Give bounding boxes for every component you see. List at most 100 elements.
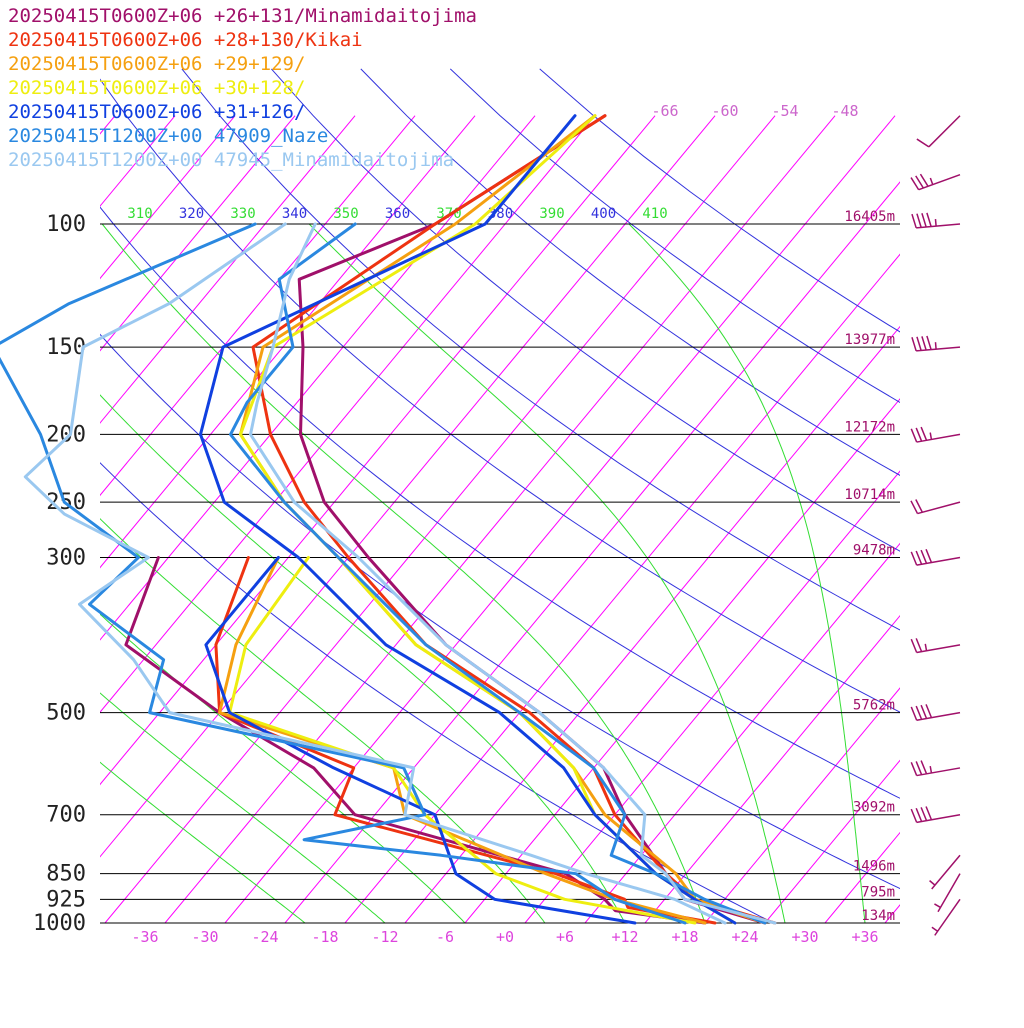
wind-barb-flag [922, 213, 926, 227]
pressure-label: 1000 [33, 911, 86, 936]
wind-barb-flag [912, 214, 916, 228]
legend-entry: 20250415T1200Z+00 47909_Naze [8, 124, 328, 148]
isotherm-line [405, 116, 1024, 923]
wind-barb [911, 174, 960, 190]
wind-barb-half-flag [935, 219, 936, 226]
isotherm-line [45, 116, 715, 923]
moist-adiabat-line [0, 470, 385, 923]
legend-entry: 20250415T0600Z+06 +26+131/Minamidaitojim… [8, 4, 477, 28]
temp-tick-label: -24 [251, 928, 278, 946]
wind-barb-staff [916, 224, 960, 228]
wind-barb-flag [911, 707, 916, 720]
wind-barb-flag [912, 337, 916, 351]
wind-barb-flag [921, 427, 926, 440]
isotherm-label: -66 [651, 102, 678, 120]
wind-barb-flag [917, 139, 929, 147]
height-label: 795m [861, 884, 895, 900]
isotherm-line [225, 116, 895, 923]
wind-barb-half-flag [930, 433, 931, 440]
wind-barb-flag [917, 214, 921, 228]
wind-barb-staff [938, 874, 960, 912]
theta-label: 330 [230, 206, 255, 222]
wind-barb [911, 500, 960, 514]
pressure-label: 300 [46, 546, 86, 571]
temperature-trace [251, 224, 776, 923]
pressure-label: 850 [46, 862, 86, 887]
wind-barb-flag [911, 762, 916, 775]
pressure-label: 700 [46, 803, 86, 828]
wind-barb-flag [921, 761, 926, 774]
temp-tick-label: +18 [671, 928, 698, 946]
legend-entry: 20250415T0600Z+06 +30+128/ [8, 76, 305, 100]
theta-label: 360 [385, 206, 410, 222]
wind-barb-staff [917, 815, 960, 823]
wind-barb [911, 806, 960, 822]
wind-barb-flag [926, 704, 931, 717]
moist-adiabat-line [629, 224, 865, 923]
theta-label: 350 [333, 206, 358, 222]
height-label: 5762m [853, 698, 895, 714]
wind-barb [911, 549, 960, 565]
wind-barb-flag [921, 550, 926, 563]
isotherm-line [645, 116, 1024, 923]
height-label: 10714m [844, 487, 895, 503]
isotherm-line [525, 116, 1024, 923]
wind-barb-flag [916, 808, 921, 821]
wind-barb-staff [929, 116, 960, 147]
pressure-label: 500 [46, 701, 86, 726]
dry-adiabat-line [361, 69, 1024, 923]
pressure-label: 100 [46, 212, 86, 237]
temp-tick-label: +36 [851, 928, 878, 946]
temp-tick-label: +0 [496, 928, 514, 946]
wind-barb [930, 855, 960, 889]
wind-barb-flag [911, 809, 916, 822]
wind-barb-staff [935, 899, 960, 935]
pressure-label: 200 [46, 422, 86, 447]
temperature-trace [299, 116, 765, 923]
wind-barb-flag [921, 705, 926, 718]
wind-barb-flag [926, 806, 931, 819]
isotherm-line [0, 116, 295, 923]
wind-barb-group [911, 116, 960, 936]
wind-barb-staff [917, 558, 960, 566]
isotherm-line [885, 116, 1024, 923]
wind-barb-half-flag [935, 342, 936, 349]
moist-adiabat-line [22, 304, 625, 923]
wind-barb-flag [927, 213, 931, 227]
wind-barb-flag [921, 807, 926, 820]
temp-tick-label: -6 [436, 928, 454, 946]
height-label: 13977m [844, 332, 895, 348]
height-label: 3092m [853, 800, 895, 816]
wind-barb [911, 704, 960, 720]
dry-adiabat-line [0, 69, 774, 923]
temp-tick-label: -18 [311, 928, 338, 946]
theta-label: 400 [591, 206, 616, 222]
wind-barb-flag [916, 500, 923, 513]
wind-barb [917, 116, 960, 147]
height-label: 12172m [844, 419, 895, 435]
temp-tick-label: +24 [731, 928, 758, 946]
wind-barb-half-flag [932, 927, 938, 931]
temp-tick-label: -30 [191, 928, 218, 946]
wind-barb [911, 427, 960, 442]
isotherm-line [0, 116, 655, 923]
wind-barb-flag [911, 429, 916, 442]
wind-barb-staff [917, 713, 960, 721]
isotherm-label: -60 [711, 102, 738, 120]
dewpoint-trace [230, 558, 695, 924]
wind-barb-flag [927, 336, 931, 350]
wind-barb-flag [911, 639, 916, 652]
theta-label: 320 [179, 206, 204, 222]
wind-barb-staff [917, 645, 960, 653]
isotherm-label: -54 [771, 102, 798, 120]
wind-barb-staff [917, 434, 960, 442]
isotherm-label: -48 [831, 102, 858, 120]
wind-barb-half-flag [925, 644, 926, 651]
wind-barb [912, 336, 960, 351]
wind-barb-staff [917, 502, 960, 513]
height-label: 16405m [844, 209, 895, 225]
wind-barb [911, 638, 960, 652]
pressure-label: 150 [46, 335, 86, 360]
theta-label: 410 [642, 206, 667, 222]
